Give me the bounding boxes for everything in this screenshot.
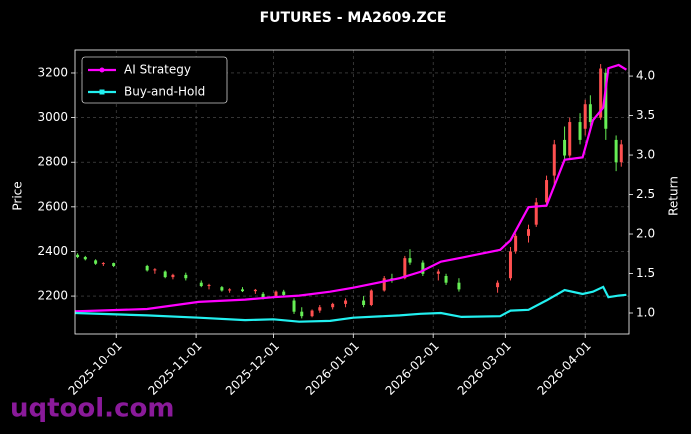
candle-body (599, 68, 603, 118)
y-tick-label: 2400 (37, 244, 68, 258)
candle-body (112, 263, 116, 266)
candle-body (403, 258, 407, 279)
legend-box (81, 56, 228, 104)
watermark: uqtool.com (10, 394, 174, 424)
x-tick-label: 2026-01-01 (303, 339, 362, 398)
chart-title: FUTURES - MA2609.ZCE (260, 10, 447, 26)
candle-body (563, 139, 567, 156)
legend-marker (99, 67, 105, 73)
candle-body (362, 300, 366, 305)
legend-marker (99, 89, 105, 95)
candle-body (344, 300, 348, 304)
y2-tick-label: 1.5 (636, 266, 655, 280)
candle-body (318, 307, 322, 311)
candle-body (545, 180, 549, 203)
y-tick-label: 3000 (37, 110, 68, 124)
candle-body (282, 291, 286, 295)
candle-body (145, 265, 149, 271)
y-axis-label: Price (11, 181, 25, 210)
candle-body (408, 258, 412, 263)
candle-body (578, 122, 582, 140)
candle-body (199, 282, 203, 287)
y2-tick-label: 2.5 (636, 187, 655, 201)
y-tick-label: 2600 (37, 199, 68, 213)
candle-body (253, 289, 257, 292)
y2-tick-label: 1.0 (636, 305, 655, 319)
candles (76, 64, 623, 319)
candle-body (508, 251, 512, 279)
candle-body (163, 271, 167, 278)
candle-body (94, 260, 98, 264)
candle-body (310, 310, 314, 317)
y2-axis-label: Return (667, 176, 681, 216)
y-tick-label: 2200 (37, 289, 68, 303)
candle-body (514, 235, 518, 252)
x-tick-label: 2025-12-01 (223, 339, 282, 398)
series-line (74, 63, 627, 313)
series-line (74, 285, 627, 323)
candle-body (588, 104, 592, 123)
candle-body (604, 72, 608, 129)
x-tick-label: 2026-03-01 (455, 339, 514, 398)
candle-body (207, 284, 211, 287)
candle-body (614, 139, 618, 163)
candle-body (534, 202, 538, 225)
candle-body (527, 229, 531, 236)
candle-body (261, 293, 265, 299)
candle-body (300, 311, 304, 317)
y2-tick-label: 2.0 (636, 227, 655, 241)
candle-body (101, 263, 105, 265)
x-tick-label: 2025-10-01 (66, 339, 125, 398)
y-tick-label: 2800 (37, 155, 68, 169)
candle-body (568, 122, 572, 156)
y2-tick-label: 3.5 (636, 108, 655, 122)
x-tick-label: 2026-04-01 (535, 339, 594, 398)
y2-tick-label: 3.0 (636, 148, 655, 162)
plot-frame (74, 49, 630, 335)
candle-body (457, 282, 461, 290)
candle-body (292, 300, 296, 312)
candle-body (76, 254, 80, 258)
candle-body (331, 303, 335, 308)
y2-tick-label: 4.0 (636, 69, 655, 83)
candle-body (83, 257, 87, 260)
candle-body (552, 144, 556, 176)
candle-body (220, 287, 224, 291)
candle-body (274, 291, 278, 297)
legend-label: Buy-and-Hold (124, 85, 205, 99)
candle-body (382, 278, 386, 291)
x-tick-label: 2025-11-01 (145, 339, 204, 398)
y-tick-label: 3200 (37, 65, 68, 79)
candle-body (153, 269, 157, 271)
candle-body (496, 282, 500, 288)
x-tick-label: 2026-02-01 (383, 339, 442, 398)
legend-label: AI Strategy (124, 63, 191, 77)
candle-body (369, 290, 373, 305)
candle-body (444, 275, 448, 283)
candle-body (240, 289, 244, 292)
candle-body (421, 262, 425, 274)
candle-body (184, 274, 188, 279)
candle-body (583, 104, 587, 129)
candle-body (228, 289, 232, 291)
candle-body (619, 144, 623, 163)
candle-body (436, 271, 440, 274)
candle-body (171, 274, 175, 278)
legend: AI Strategy Buy-and-Hold (81, 56, 228, 104)
